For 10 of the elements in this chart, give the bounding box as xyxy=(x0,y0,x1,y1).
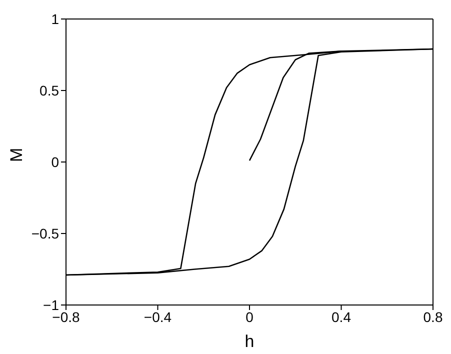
x-tick-label: 0.4 xyxy=(332,308,352,325)
y-tick-label: 1 xyxy=(51,10,60,27)
y-tick-label: 0 xyxy=(51,154,60,170)
x-tick-label: 0.8 xyxy=(423,308,443,325)
x-axis-title: h xyxy=(244,332,254,351)
x-tick-label: −0.4 xyxy=(144,308,172,325)
y-tick-label: −0.5 xyxy=(31,225,60,242)
y-axis-title: M xyxy=(7,148,26,162)
y-tick-label: 0.5 xyxy=(40,82,60,98)
x-tick-label: 0 xyxy=(246,308,254,325)
